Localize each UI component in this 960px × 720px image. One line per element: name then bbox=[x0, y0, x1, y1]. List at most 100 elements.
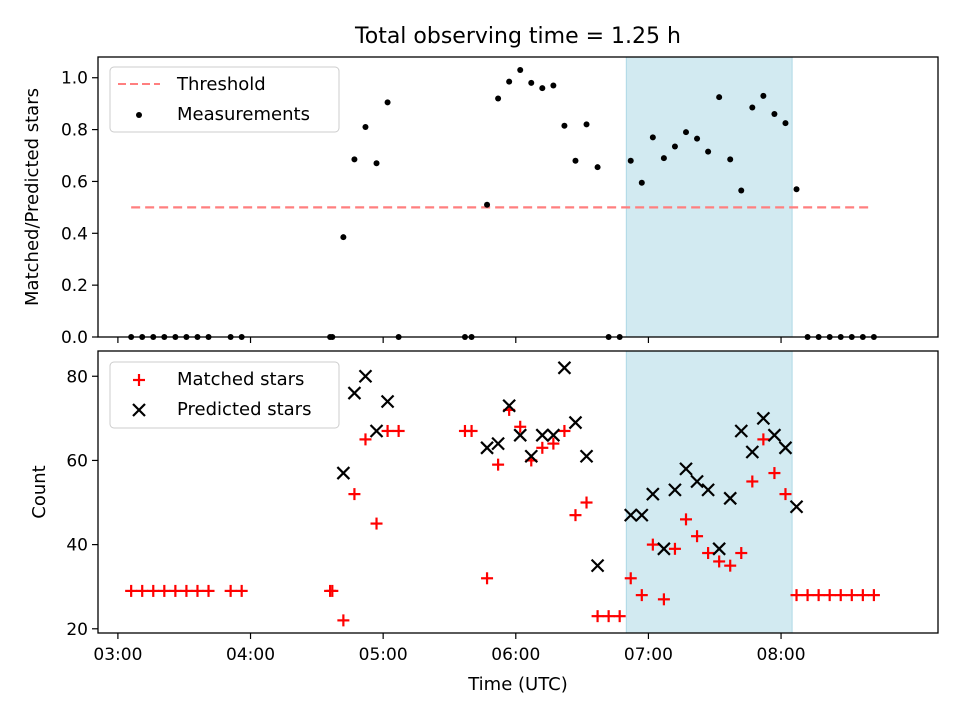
matched-star-point bbox=[602, 610, 615, 623]
matched-star-point bbox=[713, 555, 726, 568]
predicted-star-point bbox=[369, 424, 384, 438]
measurement-point bbox=[771, 111, 778, 118]
legend-measurements-label: Measurements bbox=[177, 104, 310, 125]
predicted-star-point bbox=[480, 441, 494, 455]
observing-span-shade-top bbox=[625, 56, 793, 338]
matched-star-point bbox=[702, 547, 715, 560]
matched-star-point bbox=[392, 424, 405, 437]
measurement-point bbox=[694, 135, 701, 142]
predicted-star-point bbox=[745, 445, 760, 459]
measurement-point bbox=[671, 143, 678, 150]
x-tick-label: 05:00 bbox=[359, 645, 408, 665]
matched-star-point bbox=[867, 589, 880, 602]
top-y-tick-label: 0.8 bbox=[61, 121, 88, 141]
bottom-panel-frame bbox=[97, 350, 939, 634]
bottom-y-tick-label: 60 bbox=[66, 451, 88, 471]
matched-star-point bbox=[613, 610, 626, 623]
x-axis-label: Time (UTC) bbox=[467, 674, 568, 695]
measurement-point bbox=[683, 129, 689, 136]
matched-star-point bbox=[326, 584, 339, 597]
measurement-point bbox=[506, 78, 513, 85]
predicted-star-point bbox=[690, 474, 704, 489]
matched-star-point bbox=[624, 572, 637, 585]
legend-matched-label: Matched stars bbox=[177, 369, 304, 390]
predicted-star-point bbox=[524, 449, 539, 464]
top-y-tick-label: 0.0 bbox=[61, 328, 88, 348]
matched-star-point bbox=[680, 513, 692, 526]
predicted-star-point bbox=[734, 424, 749, 438]
measurement-point bbox=[572, 157, 579, 164]
matched-star-point bbox=[635, 589, 648, 602]
matched-star-point bbox=[757, 433, 770, 446]
predicted-star-point bbox=[546, 428, 561, 442]
matched-star-point bbox=[735, 547, 748, 560]
predicted-star-point bbox=[756, 411, 771, 426]
measurement-point bbox=[351, 156, 358, 163]
legend-predicted-label: Predicted stars bbox=[177, 399, 311, 420]
predicted-star-point bbox=[502, 398, 516, 413]
x-tick-label: 07:00 bbox=[624, 645, 673, 665]
measurement-point bbox=[373, 160, 380, 167]
matched-star-point bbox=[235, 584, 248, 597]
measurement-point bbox=[749, 104, 756, 111]
predicted-star-point bbox=[513, 428, 527, 442]
predicted-star-point bbox=[679, 462, 693, 476]
measurement-point bbox=[716, 94, 723, 101]
measurement-point bbox=[793, 186, 800, 193]
matched-star-point bbox=[591, 610, 604, 623]
matched-star-point bbox=[657, 593, 670, 606]
measurement-point bbox=[561, 122, 568, 129]
predicted-star-point bbox=[646, 487, 660, 501]
matched-star-point bbox=[169, 584, 182, 597]
predicted-star-point bbox=[557, 361, 572, 375]
predicted-star-point bbox=[579, 449, 594, 464]
matched-star-point bbox=[646, 538, 659, 551]
predicted-star-point bbox=[778, 441, 793, 455]
matched-star-point bbox=[746, 475, 759, 488]
x-tick-label: 04:00 bbox=[226, 645, 275, 665]
measurement-point bbox=[649, 134, 656, 141]
legend-matched-swatch bbox=[133, 374, 145, 386]
measurement-point bbox=[362, 124, 369, 130]
matched-star-point bbox=[790, 589, 803, 602]
bottom-legend: Matched stars Predicted stars bbox=[109, 361, 340, 429]
matched-star-point bbox=[370, 517, 383, 530]
matched-star-point bbox=[125, 584, 138, 597]
predicted-star-point bbox=[336, 466, 351, 480]
predicted-star-point bbox=[701, 483, 715, 497]
predicted-star-point bbox=[712, 542, 726, 556]
matched-star-point bbox=[381, 424, 394, 437]
matched-star-point bbox=[158, 584, 171, 597]
measurement-point bbox=[340, 234, 347, 241]
matched-star-point bbox=[492, 458, 505, 471]
matched-star-point bbox=[180, 584, 193, 597]
matched-star-point bbox=[536, 441, 549, 454]
matched-star-point bbox=[801, 589, 814, 602]
matched-star-point bbox=[147, 584, 160, 597]
matched-star-point bbox=[668, 542, 681, 555]
top-legend-box bbox=[109, 66, 340, 133]
legend-predicted-swatch bbox=[132, 403, 146, 417]
measurement-point bbox=[660, 155, 667, 162]
predicted-star-point bbox=[347, 386, 362, 400]
measurement-point bbox=[517, 66, 524, 73]
bottom-y-tick-label: 40 bbox=[66, 536, 88, 556]
measurement-point bbox=[782, 120, 789, 127]
matched-star-point bbox=[691, 530, 704, 543]
measurement-point bbox=[583, 121, 590, 128]
matched-star-point bbox=[514, 420, 527, 433]
measurement-point bbox=[727, 156, 734, 163]
measurement-point bbox=[539, 85, 546, 92]
predicted-star-point bbox=[590, 558, 605, 573]
top-panel-frame bbox=[97, 56, 939, 338]
matched-star-point bbox=[136, 584, 149, 597]
predicted-star-point bbox=[767, 428, 782, 442]
top-y-tick-label: 0.4 bbox=[61, 224, 88, 244]
matched-star-point bbox=[558, 424, 571, 437]
predicted-star-point bbox=[668, 483, 682, 497]
predicted-star-point bbox=[358, 369, 373, 384]
measurement-point bbox=[627, 157, 634, 164]
measurement-point bbox=[760, 92, 767, 99]
